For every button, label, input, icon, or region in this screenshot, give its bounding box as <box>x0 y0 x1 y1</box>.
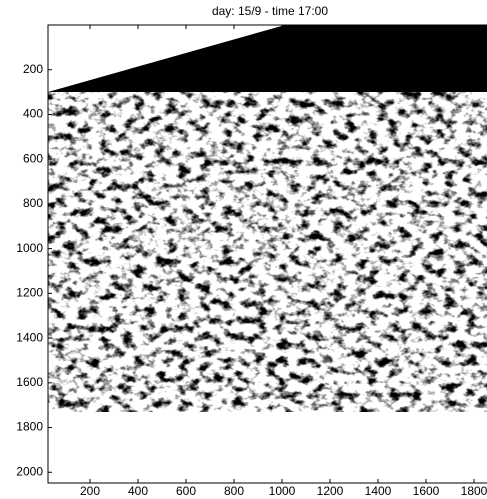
y-tick-label: 200 <box>23 62 43 76</box>
y-tick-label: 2000 <box>16 464 43 478</box>
x-tick-label: 800 <box>224 484 244 498</box>
y-tick-label: 1800 <box>16 420 43 434</box>
x-tick-label: 400 <box>128 484 148 498</box>
shadow-map <box>48 92 487 412</box>
image <box>48 25 487 483</box>
x-tick-label: 1400 <box>365 484 392 498</box>
y-tick-label: 800 <box>23 196 43 210</box>
y-tick-label: 600 <box>23 151 43 165</box>
y-tick-label: 1000 <box>16 241 43 255</box>
y-tick-label: 1600 <box>16 375 43 389</box>
chart-title: day: 15/9 - time 17:00 <box>212 4 328 18</box>
y-tick-label: 400 <box>23 107 43 121</box>
x-tick-label: 1000 <box>269 484 296 498</box>
page: day: 15/9 - time 17:00 200 400 600 800 1000 1… <box>0 0 487 499</box>
x-tick-label: 600 <box>176 484 196 498</box>
x-tick-label: 1800 <box>461 484 487 498</box>
x-tick-label: 200 <box>80 484 100 498</box>
y-tick-label: 1400 <box>16 330 43 344</box>
x-tick-label: 1200 <box>317 484 344 498</box>
chart: day: 15/9 - time 17:00 200 400 600 800 1000 1… <box>0 0 487 499</box>
x-tick-label: 1600 <box>413 484 440 498</box>
y-tick-label: 1200 <box>16 286 43 300</box>
